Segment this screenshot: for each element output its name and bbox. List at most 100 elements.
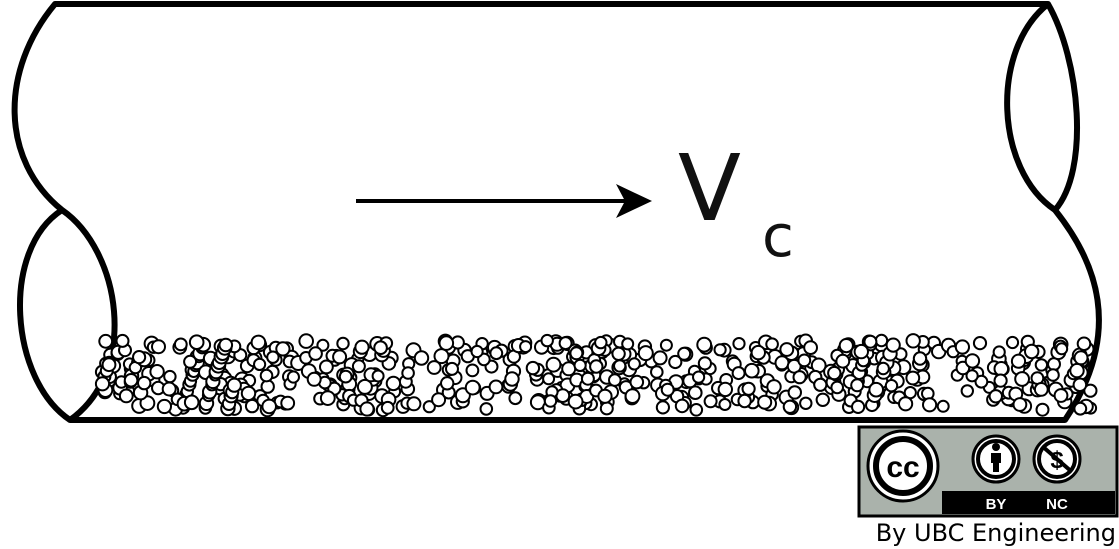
- sediment-particle: [868, 381, 885, 398]
- sediment-particle: [627, 357, 641, 371]
- sediment-particle: [188, 334, 205, 351]
- sediment-particle: [697, 356, 713, 371]
- sediment-particle: [765, 337, 779, 352]
- sediment-particle: [717, 381, 733, 398]
- attribution-icon: [971, 434, 1021, 484]
- sediment-particle: [298, 333, 315, 349]
- sediment-particle: [98, 333, 114, 349]
- sediment-particle: [792, 370, 807, 385]
- sediment-particle: [356, 378, 373, 395]
- sediment-particle: [308, 346, 323, 361]
- sediment-particle: [1005, 335, 1020, 350]
- sediment-particle: [519, 340, 533, 354]
- sediment-particle: [479, 402, 494, 416]
- sediment-particle: [885, 337, 901, 353]
- sediment-particle: [385, 375, 402, 392]
- sediment-particle: [508, 391, 523, 406]
- sediment-particle: [470, 344, 484, 359]
- sediment-particle: [660, 382, 675, 397]
- sediment-particle: [922, 397, 938, 413]
- sediment-particle: [226, 377, 242, 393]
- sediment-particle: [431, 392, 447, 408]
- sediment-particle: [137, 375, 152, 391]
- sediment-particle: [354, 339, 370, 355]
- sediment-particle: [542, 372, 556, 386]
- sediment-particle: [1083, 383, 1098, 398]
- sediment-particle: [1053, 388, 1069, 403]
- sediment-particle: [336, 336, 350, 351]
- sediment-particle: [597, 388, 613, 404]
- sediment-particle: [718, 398, 732, 411]
- sediment-particle: [876, 361, 890, 376]
- sediment-particle: [813, 377, 828, 392]
- sediment-particle: [912, 351, 928, 366]
- sediment-particle: [183, 354, 198, 369]
- sediment-particle: [286, 370, 300, 384]
- sediment-particle: [438, 335, 455, 351]
- pipe-right-opening: [1004, 1, 1057, 213]
- sediment-particle: [440, 376, 455, 391]
- sediment-particle: [815, 392, 830, 407]
- velocity-subscript: c: [762, 202, 794, 270]
- sediment-particle: [173, 337, 188, 352]
- sediment-particle: [183, 394, 200, 411]
- sediment-particle: [244, 398, 260, 414]
- sediment-particle: [898, 396, 914, 412]
- sediment-particle: [696, 336, 713, 353]
- sediment-particle: [827, 365, 842, 381]
- sediment-particle: [905, 370, 921, 386]
- sediment-particle: [545, 356, 562, 373]
- sediment-particle: [401, 366, 415, 380]
- sediment-particle: [621, 337, 635, 351]
- sediment-particle: [426, 360, 442, 375]
- sediment-particle: [1073, 350, 1089, 366]
- sediment-particle: [94, 376, 111, 392]
- sediment-particle: [637, 345, 654, 362]
- sediment-particle: [525, 360, 541, 376]
- sediment-particle: [151, 339, 166, 355]
- sediment-particle: [1035, 402, 1050, 417]
- sediment-particle: [741, 381, 756, 396]
- sediment-particle: [851, 399, 866, 414]
- sediment-particle: [692, 370, 706, 384]
- sediment-particle: [668, 354, 683, 370]
- sediment-particle: [380, 400, 395, 415]
- sediment-particle: [218, 337, 234, 353]
- sediment-particle: [652, 350, 668, 366]
- sediment-particle: [373, 340, 388, 356]
- sediment-particle: [149, 364, 165, 380]
- sediment-particle: [115, 333, 130, 348]
- cc-label: cc: [886, 451, 919, 484]
- sediment-particle: [464, 379, 481, 396]
- sediment-particle: [936, 399, 950, 413]
- sediment-particle: [561, 361, 577, 377]
- sediment-particle: [674, 398, 690, 414]
- sediment-particle: [543, 394, 558, 408]
- sediment-particle: [338, 369, 353, 384]
- sediment-particle: [629, 374, 645, 390]
- sediment-particle: [567, 393, 584, 410]
- sediment-particle: [569, 346, 584, 361]
- sediment-particle: [275, 341, 291, 357]
- sediment-particle: [1012, 397, 1028, 412]
- sediment-particle: [782, 399, 798, 414]
- sediment-particle: [972, 336, 988, 351]
- sediment-particle: [132, 350, 147, 365]
- sediment-particle: [757, 394, 773, 410]
- sediment-particle: [974, 374, 989, 389]
- sediment-particle: [351, 359, 366, 374]
- sediment-particle: [163, 369, 177, 384]
- sediment-particle: [118, 388, 134, 404]
- sediment-particle: [1024, 343, 1040, 360]
- sediment-particle: [1014, 371, 1030, 387]
- license-badge: cc $ BY NC: [857, 425, 1119, 518]
- sediment-particle: [101, 357, 117, 373]
- sediment-particle: [830, 380, 845, 395]
- sediment-particle: [504, 371, 520, 387]
- sediment-particle: [1034, 358, 1049, 372]
- sediment-particle: [1055, 342, 1069, 356]
- sediment-particle: [1076, 336, 1092, 352]
- sediment-particle: [422, 400, 436, 414]
- sediment-particle: [992, 345, 1006, 359]
